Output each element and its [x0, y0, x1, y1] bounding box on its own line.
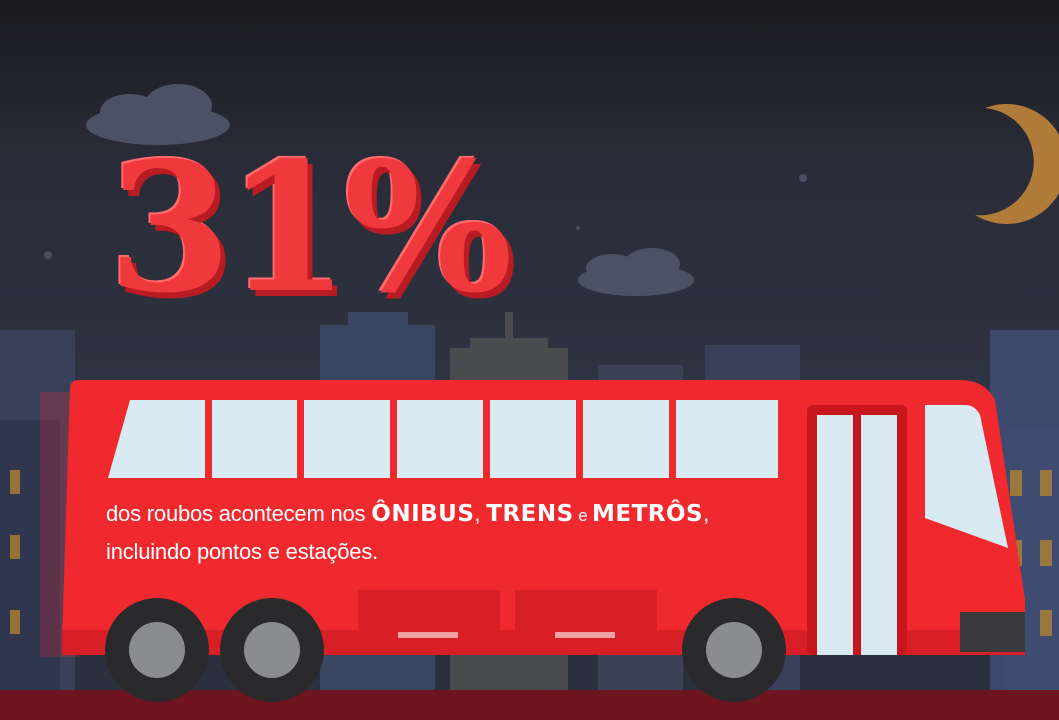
- caption-comma: ,: [474, 501, 487, 526]
- caption-line2: incluindo pontos e estações.: [106, 539, 379, 564]
- moon-icon: [975, 104, 1059, 224]
- cloud-icon: [578, 248, 694, 296]
- cloud-icon: [86, 84, 230, 145]
- caption-onibus: ÔNIBUS: [371, 501, 475, 527]
- caption-trens: TRENS: [486, 501, 574, 527]
- caption-and: e: [573, 506, 592, 525]
- caption-text: dos roubos acontecem nos: [106, 501, 372, 526]
- bus-illustration: [40, 380, 1025, 702]
- caption-metros: METRÔS: [592, 501, 704, 527]
- bus-caption: dos roubos acontecem nos ÔNIBUS, TRENS e…: [106, 496, 806, 570]
- stat-percentage: 31%: [108, 123, 513, 332]
- stars: [44, 174, 807, 259]
- caption-comma: ,: [703, 501, 710, 526]
